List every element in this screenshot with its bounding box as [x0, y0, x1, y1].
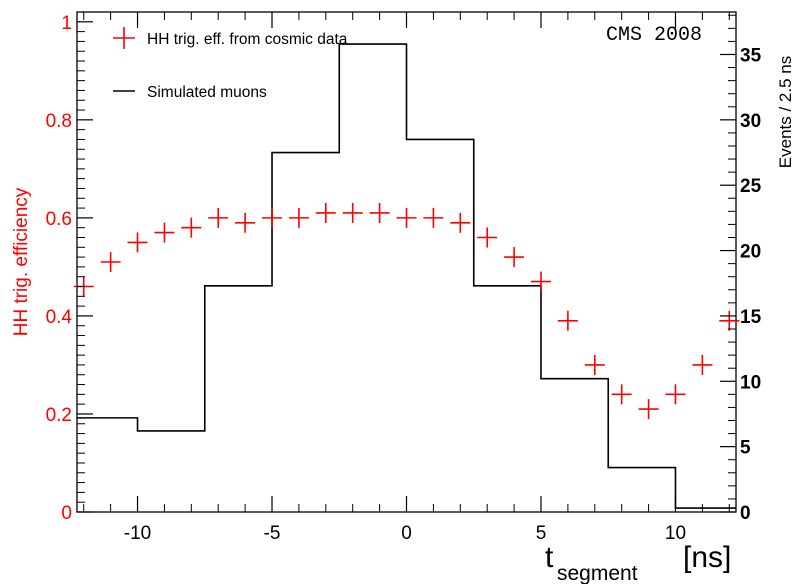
- efficiency-point: [450, 212, 471, 233]
- x-tick-label: -10: [124, 523, 151, 544]
- efficiency-point: [638, 399, 659, 420]
- y-left-axis-title: HH trig. efficiency: [11, 187, 32, 336]
- x-axis-title-main: t: [545, 541, 554, 574]
- y-right-tick-label: 25: [740, 176, 762, 197]
- x-tick-label: 5: [536, 523, 547, 544]
- x-axis-title-sub: segment: [557, 562, 638, 584]
- efficiency-point: [477, 227, 498, 248]
- y-left-tick-label: 0.8: [46, 111, 72, 132]
- y-right-tick-label: 10: [740, 372, 761, 393]
- efficiency-point: [154, 222, 175, 243]
- efficiency-point: [530, 271, 551, 292]
- x-tick-label: 10: [665, 523, 686, 544]
- y-right-tick-label: 20: [740, 242, 761, 263]
- efficiency-point: [315, 202, 336, 223]
- efficiency-point: [611, 384, 632, 405]
- efficiency-point: [692, 354, 713, 375]
- legend-simulated-label: Simulated muons: [147, 84, 267, 101]
- y-right-tick-label: 0: [740, 503, 751, 524]
- y-right-tick-label: 30: [740, 111, 761, 132]
- y-right-tick-label: 35: [740, 45, 762, 66]
- x-tick-label: 0: [401, 523, 412, 544]
- efficiency-point: [208, 207, 229, 228]
- efficiency-point: [665, 384, 686, 405]
- y-right-tick-label: 15: [740, 307, 762, 328]
- x-axis-unit: [ns]: [683, 541, 731, 574]
- y-right-axis-title: Events / 2.5 ns: [776, 56, 795, 168]
- y-left-tick-label: 1: [61, 13, 72, 34]
- y-left-tick-label: 0.2: [46, 405, 72, 426]
- y-left-tick-label: 0: [61, 503, 72, 524]
- simulated-muons-line: [77, 43, 736, 509]
- x-axis-title: t segment [ns]: [545, 541, 731, 584]
- legend-efficiency-label: HH trig. eff. from cosmic data: [147, 31, 348, 48]
- efficiency-point: [369, 202, 390, 223]
- efficiency-point: [127, 232, 148, 253]
- efficiency-point: [557, 310, 578, 331]
- efficiency-point: [342, 202, 363, 223]
- efficiency-point: [423, 207, 444, 228]
- efficiency-point: [396, 207, 417, 228]
- y-right-tick-label: 5: [740, 438, 751, 459]
- efficiency-point: [288, 207, 309, 228]
- simulated-muons-histogram: [77, 43, 736, 509]
- efficiency-point: [181, 217, 202, 238]
- legend: HH trig. eff. from cosmic data Simulated…: [113, 27, 348, 101]
- efficiency-point: [719, 310, 740, 331]
- efficiency-point: [262, 207, 283, 228]
- y-left-tick-label: 0.6: [46, 209, 72, 230]
- efficiency-point: [504, 247, 525, 268]
- cms-label: CMS 2008: [606, 24, 702, 47]
- legend-efficiency-marker: [113, 27, 135, 49]
- x-tick-label: -5: [264, 523, 281, 544]
- efficiency-point: [100, 252, 121, 272]
- efficiency-point: [584, 354, 605, 375]
- y-left-tick-label: 0.4: [46, 307, 73, 328]
- efficiency-point: [235, 212, 256, 233]
- efficiency-points: [73, 202, 740, 420]
